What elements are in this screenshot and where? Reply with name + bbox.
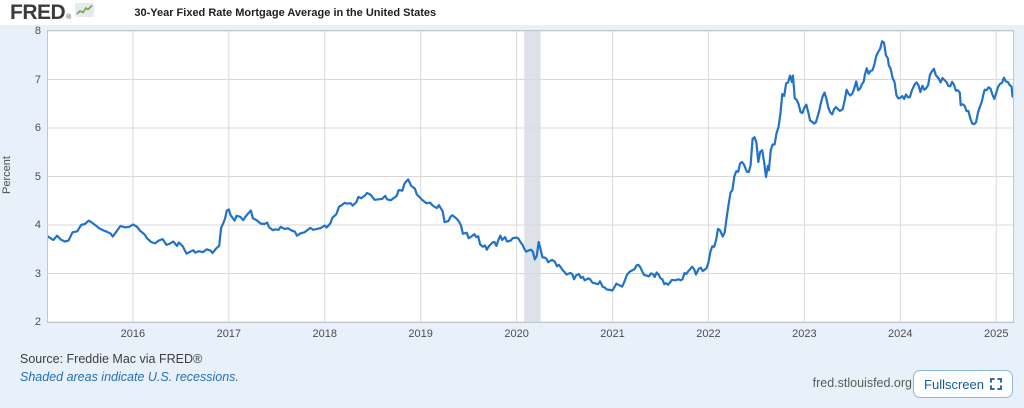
- y-axis-tick-label: 8: [34, 25, 41, 37]
- y-axis-tick-label: 4: [34, 219, 41, 231]
- x-axis-tick-label: 2022: [696, 328, 721, 340]
- registered-mark: ®: [66, 14, 72, 21]
- x-axis-tick-label: 2021: [600, 328, 625, 340]
- x-axis-tick-label: 2020: [504, 328, 529, 340]
- y-axis-tick-label: 7: [34, 73, 41, 86]
- x-axis-tick-label: 2019: [408, 328, 433, 340]
- legend-line-swatch: [108, 11, 128, 14]
- fred-logo[interactable]: FRED ®: [10, 1, 95, 24]
- fullscreen-button-label: Fullscreen: [924, 376, 984, 392]
- fullscreen-button[interactable]: Fullscreen: [913, 370, 1013, 398]
- x-axis-tick-label: 2024: [888, 328, 913, 340]
- x-axis-tick-label: 2016: [120, 328, 146, 340]
- y-axis-tick-label: 2: [34, 316, 41, 328]
- site-url-text: fred.stlouisfed.org: [812, 376, 912, 390]
- source-text: Source: Freddie Mac via FRED®: [20, 352, 203, 366]
- mortgage-rate-line-chart[interactable]: [48, 31, 1013, 322]
- y-axis-tick-label: 3: [34, 267, 41, 280]
- sparkline-chart-icon: [75, 3, 95, 22]
- y-axis-tick-label: 5: [34, 170, 41, 183]
- header-bar: FRED ® 30-Year Fixed Rate Mortgage Avera…: [0, 0, 1024, 25]
- mortgage-rate-series-line[interactable]: [48, 40, 1013, 292]
- fred-logo-text: FRED: [10, 1, 66, 24]
- fullscreen-expand-icon: [990, 378, 1002, 390]
- series-title: 30-Year Fixed Rate Mortgage Average in t…: [134, 6, 437, 19]
- x-axis-tick-label: 2025: [983, 328, 1009, 340]
- x-axis-tick-label: 2018: [312, 328, 337, 340]
- plot-area[interactable]: [47, 30, 1014, 323]
- y-axis-tick-label: 6: [34, 122, 41, 134]
- x-axis-tick-label: 2017: [216, 328, 242, 340]
- recession-note-link[interactable]: Shaded areas indicate U.S. recessions.: [20, 370, 239, 384]
- chart-legend: 30-Year Fixed Rate Mortgage Average in t…: [108, 7, 436, 19]
- x-axis-tick-label: 2023: [792, 328, 817, 340]
